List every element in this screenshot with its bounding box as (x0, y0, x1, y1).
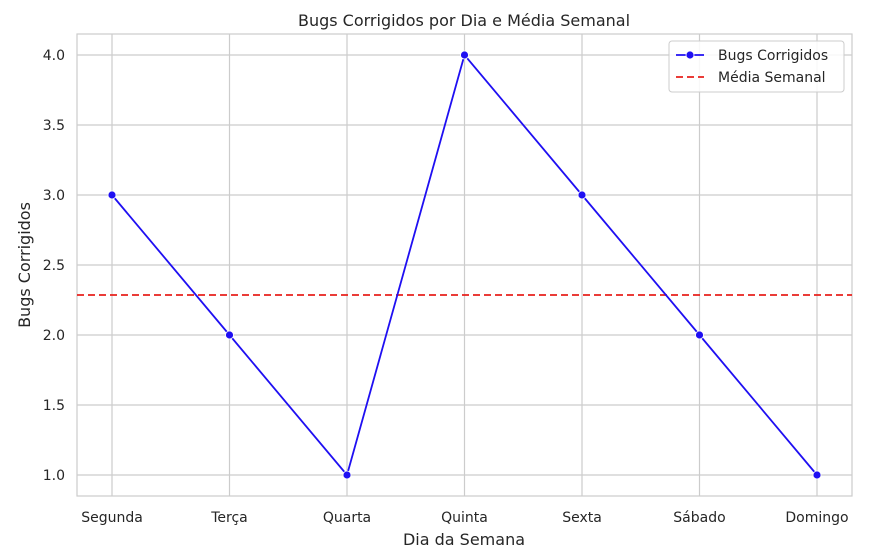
y-axis-label: Bugs Corrigidos (15, 202, 34, 328)
y-tick-label: 1.0 (43, 468, 65, 484)
chart-title: Bugs Corrigidos por Dia e Média Semanal (298, 11, 630, 30)
x-tick-label: Quinta (441, 510, 488, 526)
x-tick-label: Sábado (673, 510, 725, 526)
data-point (107, 190, 117, 200)
series-group (107, 50, 822, 480)
x-tick-label: Sexta (562, 510, 602, 526)
data-point (695, 330, 704, 340)
x-tick-label: Quarta (323, 510, 371, 526)
data-point (342, 470, 352, 480)
y-tick-label: 2.5 (43, 258, 65, 274)
data-point (460, 50, 469, 60)
y-tick-label: 3.5 (43, 118, 65, 134)
y-tick-label: 2.0 (43, 328, 65, 344)
y-tick-label: 4.0 (43, 48, 65, 64)
y-tick-labels: 1.0 1.5 2.0 2.5 3.0 3.5 4.0 (43, 48, 65, 484)
legend-marker-bugs (685, 50, 695, 60)
x-tick-labels: Segunda Terça Quarta Quinta Sexta Sábado Domin… (81, 510, 848, 526)
x-axis-label: Dia da Semana (403, 530, 525, 549)
y-tick-label: 3.0 (43, 188, 65, 204)
x-tick-label: Terça (210, 510, 248, 526)
y-tick-label: 1.5 (43, 398, 65, 414)
x-tick-label: Domingo (785, 510, 848, 526)
legend-label-bugs: Bugs Corrigidos (718, 48, 828, 64)
data-point (577, 190, 587, 200)
data-point (812, 470, 822, 480)
data-point (225, 330, 234, 340)
legend-box (668, 40, 845, 93)
x-tick-label: Segunda (81, 510, 143, 526)
legend: Bugs Corrigidos Média Semanal (668, 40, 845, 93)
legend-label-media: Média Semanal (718, 70, 826, 86)
plot-frame (76, 33, 853, 497)
